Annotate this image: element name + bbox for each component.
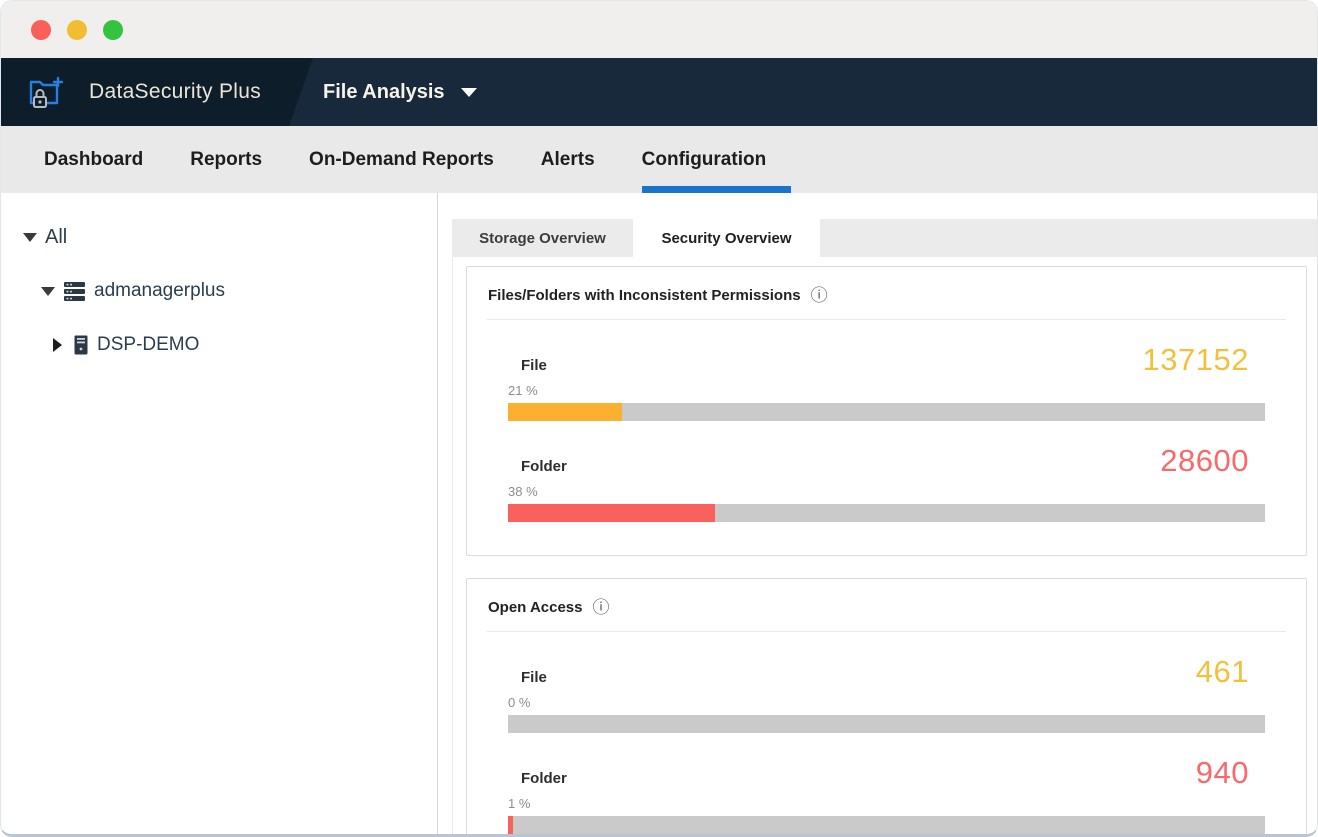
tree-item-all[interactable]: All [1, 217, 437, 257]
stat-row-file: File 461 0 % [508, 654, 1265, 733]
stat-value: 940 [1195, 755, 1249, 790]
caret-down-icon[interactable] [41, 286, 55, 296]
server-stack-icon [63, 281, 86, 302]
brand[interactable]: DataSecurity Plus [1, 72, 261, 112]
stat-value: 461 [1195, 654, 1249, 689]
stat-value: 28600 [1160, 443, 1249, 478]
stat-value: 137152 [1142, 342, 1249, 377]
stat-label: Folder [521, 770, 567, 787]
stat-percent: 38 % [508, 484, 538, 499]
main-area: Storage Overview Security Overview Files… [438, 193, 1317, 834]
panel-header: Files/Folders with Inconsistent Permissi… [467, 267, 1306, 319]
panel-rows: File 137152 21 % Folder 28600 [467, 342, 1306, 555]
panel-title: Open Access [488, 599, 583, 616]
stat-percent: 0 % [508, 695, 531, 710]
module-selector[interactable]: File Analysis [323, 81, 477, 104]
stat-row-folder: Folder 940 1 % [508, 755, 1265, 834]
server-tower-icon [73, 335, 89, 355]
content-body: All admanagerplus [1, 193, 1317, 834]
nav-item-reports[interactable]: Reports [190, 148, 263, 170]
titlebar [1, 1, 1317, 58]
overview-tabstrip: Storage Overview Security Overview [452, 219, 1317, 257]
tree-item-label: admanagerplus [94, 280, 225, 301]
traffic-lights [31, 19, 123, 40]
tree-item-label: All [45, 225, 68, 248]
tab-storage-overview[interactable]: Storage Overview [452, 219, 633, 257]
info-circle-icon[interactable]: ⓘ [810, 286, 828, 305]
progress-bar-fill [508, 816, 514, 834]
panel-title: Files/Folders with Inconsistent Permissi… [488, 287, 801, 304]
tabstrip-filler [820, 219, 1317, 257]
progress-bar-fill [508, 403, 623, 421]
close-window-button[interactable] [31, 19, 51, 40]
nav-item-configuration[interactable]: Configuration [641, 126, 791, 193]
stat-percent: 1 % [508, 796, 531, 811]
progress-bar [508, 403, 1265, 421]
panel-inconsistent-permissions: Files/Folders with Inconsistent Permissi… [466, 266, 1307, 556]
stat-label: File [521, 669, 547, 686]
chevron-down-icon [460, 87, 477, 97]
security-overview-content: Files/Folders with Inconsistent Permissi… [452, 257, 1317, 834]
minimize-window-button[interactable] [67, 19, 87, 40]
stat-label: File [521, 357, 547, 374]
nav-item-alerts[interactable]: Alerts [540, 148, 595, 170]
caret-down-icon[interactable] [23, 232, 37, 242]
tree-item-dsp-demo[interactable]: DSP-DEMO [1, 325, 437, 365]
sidebar-tree: All admanagerplus [1, 193, 438, 834]
folder-plus-lock-icon [25, 72, 67, 112]
panel-header: Open Access ⓘ [467, 579, 1306, 631]
progress-bar [508, 504, 1265, 522]
divider [487, 319, 1286, 320]
tree-item-admanagerplus[interactable]: admanagerplus [1, 271, 437, 311]
stat-row-folder: Folder 28600 38 % [508, 443, 1265, 522]
product-name: DataSecurity Plus [89, 80, 262, 103]
progress-bar-fill [508, 504, 716, 522]
stat-row-file: File 137152 21 % [508, 342, 1265, 421]
caret-right-icon[interactable] [53, 338, 62, 352]
header-wedge-decoration [1, 58, 313, 126]
nav-item-dashboard[interactable]: Dashboard [44, 148, 144, 170]
module-name: File Analysis [323, 80, 445, 103]
main-navigation: Dashboard Reports On-Demand Reports Aler… [1, 126, 1317, 193]
progress-bar [508, 715, 1265, 733]
divider [487, 631, 1286, 632]
panel-open-access: Open Access ⓘ File 461 0 % [466, 578, 1307, 834]
nav-item-on-demand-reports[interactable]: On-Demand Reports [309, 148, 494, 170]
stat-label: Folder [521, 458, 567, 475]
info-circle-icon[interactable]: ⓘ [592, 598, 610, 617]
stat-percent: 21 % [508, 383, 538, 398]
zoom-window-button[interactable] [103, 19, 123, 40]
tree-item-label: DSP-DEMO [97, 334, 200, 355]
tab-security-overview[interactable]: Security Overview [633, 219, 820, 257]
panel-rows: File 461 0 % Folder 940 [467, 654, 1306, 834]
progress-bar [508, 816, 1265, 834]
app-header: DataSecurity Plus File Analysis [1, 58, 1317, 126]
